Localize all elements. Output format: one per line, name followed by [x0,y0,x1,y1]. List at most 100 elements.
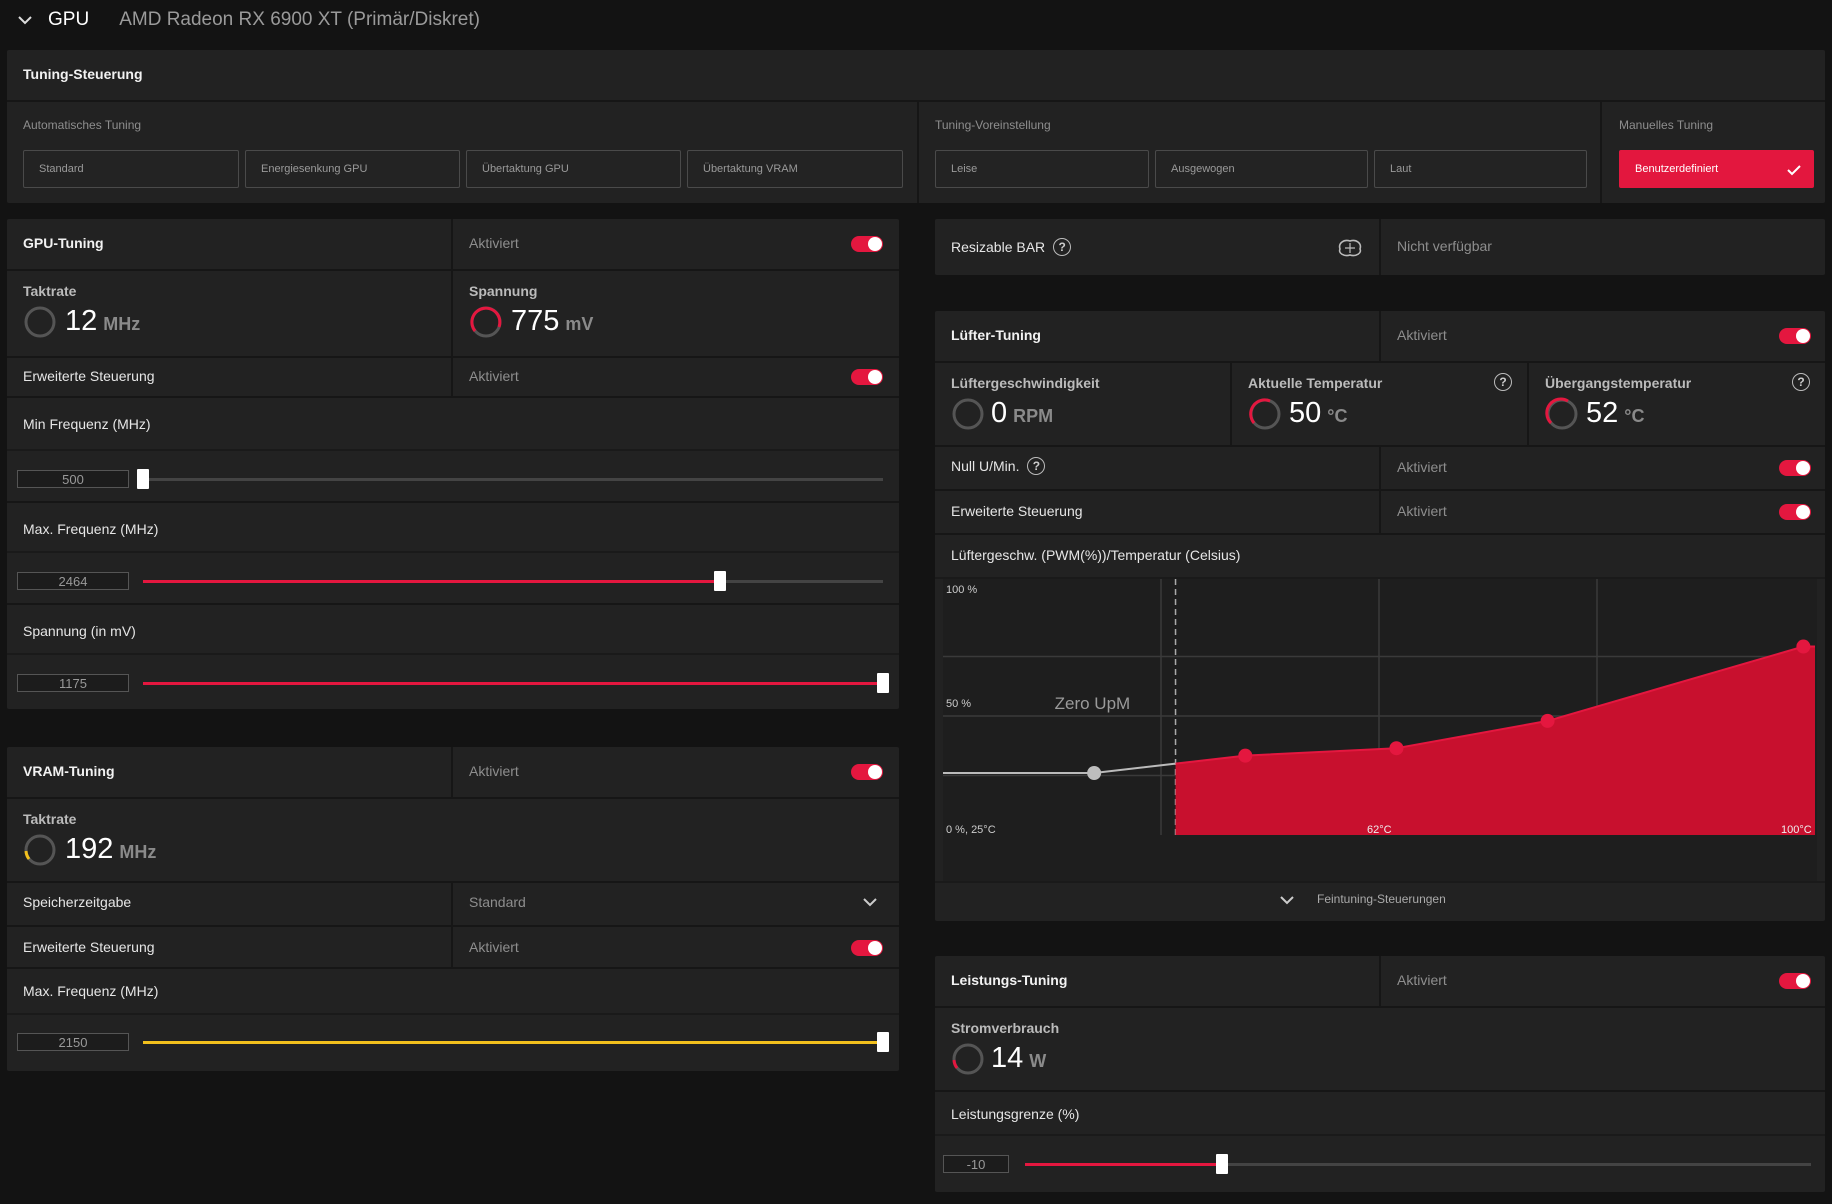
power-tuning-panel: Leistungs-Tuning Aktiviert Stromverbrauc… [935,956,1825,1192]
fan-speed-value: 0 RPM [991,397,1054,429]
fan-curve-point[interactable] [1796,639,1811,654]
vram-advanced-status: Aktiviert [469,939,519,955]
top-bar: GPU AMD Radeon RX 6900 XT (Primär/Diskre… [0,0,1832,40]
help-icon[interactable]: ? [1027,457,1046,475]
advanced-control-label: Erweiterte Steuerung [23,368,155,384]
vram-advanced-label: Erweiterte Steuerung [23,939,155,955]
fine-tuning-link[interactable]: Feintuning-Steuerungen [1317,892,1446,906]
power-tuning-title: Leistungs-Tuning [951,972,1068,988]
fan-curve-point[interactable] [1540,713,1555,728]
current-temp-label: Aktuelle Temperatur [1248,375,1383,391]
fan-speed-label: Lüftergeschwindigkeit [951,375,1100,391]
x-tick-label: 62°C [1367,824,1392,836]
power-gauge-icon [952,1043,984,1075]
custom-button-label: Benutzerdefiniert [1635,163,1719,175]
advanced-control-status: Aktiviert [469,368,519,384]
vram-tuning-toggle[interactable] [851,764,883,780]
clock-value: 12 MHz [65,305,141,337]
y-tick-label: 50 % [946,698,971,710]
advanced-control-toggle[interactable] [851,369,883,385]
brain-icon [1338,239,1362,257]
gpu-tuning-panel: GPU-Tuning Aktiviert Taktrate 12 MHz Span… [7,219,899,709]
chevron-down-icon[interactable] [863,897,877,907]
junction-temp-gauge-icon [1545,397,1578,430]
vram-clock-value: 192 MHz [65,833,157,865]
manual-tuning-label: Manuelles Tuning [1619,118,1714,132]
gpu-tuning-title: GPU-Tuning [23,235,104,251]
fan-advanced-toggle[interactable] [1779,504,1811,520]
help-icon[interactable]: ? [1792,373,1810,391]
help-icon[interactable]: ? [1053,238,1072,256]
chevron-down-icon[interactable] [16,11,34,29]
voltage-label: Spannung [469,283,538,299]
fan-curve-chart[interactable]: 100 % 50 % 0 %, 25°C 62°C 100°C Zero UpM [943,579,1817,881]
standard-button[interactable]: Standard [23,150,239,188]
fan-speed-gauge-icon [952,398,984,430]
fan-curve-title: Lüftergeschw. (PWM(%))/Temperatur (Celsi… [951,547,1241,563]
fan-advanced-label: Erweiterte Steuerung [951,503,1083,519]
zero-rpm-toggle[interactable] [1779,460,1811,476]
min-frequency-slider-thumb[interactable] [137,469,149,489]
quiet-button[interactable]: Leise [935,150,1149,188]
vram-max-frequency-input[interactable]: 2150 [17,1033,129,1051]
vram-clock-label: Taktrate [23,811,77,827]
zero-rpm-annotation: Zero UpM [1055,694,1131,713]
max-frequency-slider-thumb[interactable] [714,571,727,591]
max-frequency-label: Max. Frequenz (MHz) [23,521,159,537]
fan-curve-point[interactable] [1389,741,1404,756]
memory-timing-select[interactable]: Standard [469,894,526,910]
voltage-setting-label: Spannung (in mV) [23,623,136,639]
min-frequency-input[interactable]: 500 [17,470,129,488]
power-limit-slider-thumb[interactable] [1215,1154,1228,1174]
max-frequency-input[interactable]: 2464 [17,572,129,590]
power-consumption-label: Stromverbrauch [951,1020,1060,1036]
resizable-bar-label: Resizable BAR? [951,238,1072,256]
tuning-control-title: Tuning-Steuerung [23,66,143,82]
fan-tuning-title: Lüfter-Tuning [951,327,1041,343]
power-tuning-toggle[interactable] [1779,973,1811,989]
power-limit-label: Leistungsgrenze (%) [951,1106,1080,1122]
voltage-value: 775 mV [511,305,594,337]
gpu-tuning-status: Aktiviert [469,235,519,251]
zero-rpm-label: Null U/Min.? [951,457,1046,475]
power-limit-slider-track[interactable] [1025,1163,1811,1166]
overclock-gpu-button[interactable]: Übertaktung GPU [466,150,681,188]
vram-tuning-status: Aktiviert [469,763,519,779]
junction-temp-label: Übergangstemperatur [1545,375,1692,391]
overclock-vram-button[interactable]: Übertaktung VRAM [687,150,903,188]
vram-advanced-toggle[interactable] [851,940,883,956]
loud-button[interactable]: Laut [1374,150,1587,188]
gpu-tuning-toggle[interactable] [851,236,883,252]
power-limit-input[interactable]: -10 [943,1155,1009,1173]
fan-tuning-toggle[interactable] [1779,328,1811,344]
clock-label: Taktrate [23,283,77,299]
min-frequency-slider-track[interactable] [143,478,883,481]
fan-tuning-panel: Lüfter-Tuning Aktiviert Lüftergeschwindi… [935,311,1825,921]
checkmark-icon [1787,165,1801,176]
voltage-setting-slider-thumb[interactable] [877,673,889,693]
custom-button[interactable]: Benutzerdefiniert [1619,150,1814,188]
device-name: AMD Radeon RX 6900 XT (Primär/Diskret) [119,9,480,30]
voltage-setting-input[interactable]: 1175 [17,674,129,692]
chevron-down-icon[interactable] [1280,895,1294,905]
tuning-preset-label: Tuning-Voreinstellung [935,118,1051,132]
vram-tuning-title: VRAM-Tuning [23,763,115,779]
vram-max-frequency-label: Max. Frequenz (MHz) [23,983,159,999]
vram-tuning-panel: VRAM-Tuning Aktiviert Taktrate 192 MHz Sp… [7,747,899,1071]
resizable-bar-panel: Resizable BAR? Nicht verfügbar [935,219,1825,275]
fan-curve-point[interactable] [1238,748,1253,763]
zero-rpm-status: Aktiviert [1397,459,1447,475]
auto-tuning-label: Automatisches Tuning [23,118,142,132]
vram-max-frequency-slider-thumb[interactable] [877,1032,889,1052]
fan-curve-point[interactable] [1087,766,1102,780]
power-value: 14 W [991,1042,1047,1074]
fan-curve-area [1175,646,1815,835]
power-saving-gpu-button[interactable]: Energiesenkung GPU [245,150,460,188]
fan-advanced-status: Aktiviert [1397,503,1447,519]
voltage-gauge-icon [470,306,502,338]
clock-gauge-icon [24,306,56,338]
y-tick-label: 0 %, 25°C [946,824,996,836]
help-icon[interactable]: ? [1494,373,1512,391]
balanced-button[interactable]: Ausgewogen [1155,150,1368,188]
current-temp-value: 50 °C [1289,397,1348,429]
